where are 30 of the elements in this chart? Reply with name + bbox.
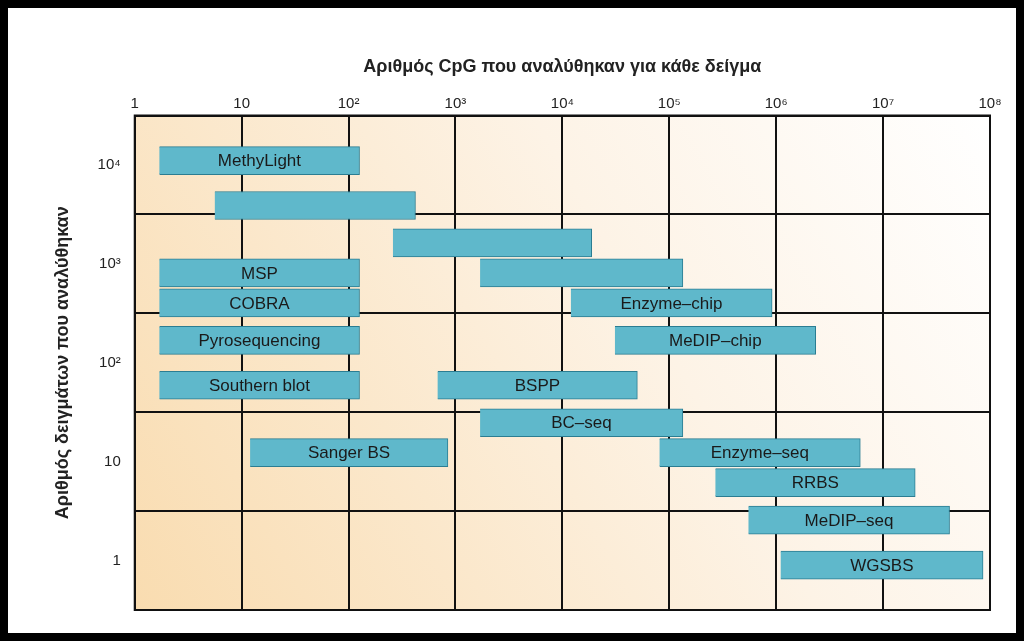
data-label: MethyLight [217,151,302,171]
data-label: MeDIP–chip [668,331,762,351]
x-tick-label: 10⁶ [764,93,788,111]
x-tick-label: 1 [130,93,139,111]
x-tick-label: 10⁵ [657,93,681,111]
data-label: Sanger BS [307,443,391,463]
y-tick-label: 10³ [99,254,121,272]
x-tick-label: 10³ [444,93,467,111]
data-label: COBRA [229,293,291,313]
x-axis-title: Αριθμός CpG που αναλύθηκαν για κάθε δείγμα [363,55,762,76]
y-tick-label: 10 [104,451,121,469]
x-tick-label: 10⁸ [978,93,1002,111]
y-axis-title: Αριθμός δειγμάτων που αναλύθηκαν [51,206,72,520]
data-label: Enzyme–seq [710,443,810,463]
x-tick-label: 10² [337,93,360,111]
data-label: RRBS [791,473,839,493]
x-tick-label: 10⁴ [550,93,574,111]
x-tick-label: 10 [233,93,250,111]
y-tick-label: 1 [112,550,121,568]
data-label: MeDIP–seq [804,510,894,530]
data-label: Enzyme–chip [620,293,723,313]
data-label: WGSBS [850,555,914,575]
data-label: Pyrosequencing [198,331,321,351]
data-label: Southern blot [208,375,311,395]
y-tick-label: 10² [99,352,121,370]
x-tick-label: 10⁷ [872,93,895,111]
data-label: MSP [241,263,278,283]
data-label: BC–seq [551,413,612,433]
y-tick-label: 10⁴ [97,155,121,173]
data-label: BSPP [514,375,561,395]
